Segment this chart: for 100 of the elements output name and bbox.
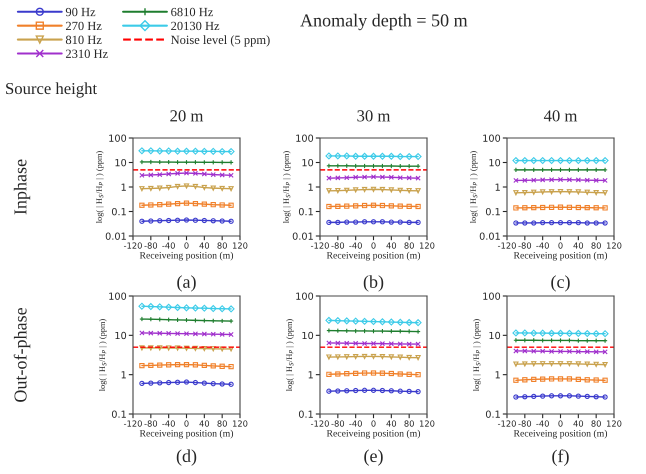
x-tick-label: -40 (349, 242, 362, 249)
text: (d) (176, 449, 196, 466)
x-tick-label: -80 (331, 242, 344, 249)
x-tick-label: -120 (498, 242, 516, 249)
x-axis-title: Receiveing position (m) (514, 252, 608, 261)
legend-label: 20130 Hz (171, 22, 220, 30)
text: (e) (364, 449, 383, 466)
y-tick-label: 0.1 (486, 208, 500, 216)
x-tick-label: 0 (371, 420, 376, 427)
y-axis-title: log( | H$_{S}$/H$_{P}$ | ) (ppm) (96, 151, 104, 224)
x-tick-label: 120 (420, 420, 434, 427)
legend-label: Noise level (5 ppm) (170, 35, 270, 47)
x-tick-label: 120 (232, 420, 248, 427)
x-tick-label: -120 (498, 420, 516, 427)
x-axis-title: Receiveing position (m) (514, 430, 608, 439)
y-tick-label: 100 (109, 292, 126, 300)
x-tick-label: -40 (162, 420, 175, 427)
x-tick-label: -80 (144, 242, 158, 249)
x-tick-label: -120 (310, 242, 329, 249)
x-tick-label: 0 (184, 420, 189, 427)
y-tick-label: 10 (302, 158, 314, 166)
y-tick-label: 1 (122, 371, 126, 378)
y-tick-label: 0.01 (292, 232, 313, 240)
y-axis-title: log( | H$_{S}$/H$_{P}$ | ) (ppm) (470, 151, 478, 224)
x-tick-label: -120 (310, 420, 329, 427)
x-tick-label: 40 (573, 242, 584, 249)
chart-title: 30 m (357, 110, 390, 122)
legend-label: 810 Hz (66, 36, 102, 44)
y-tick-label: 1 (308, 371, 313, 378)
x-tick-label: 120 (232, 242, 248, 249)
y-tick-label: 100 (483, 292, 500, 300)
x-tick-label: 40 (386, 420, 396, 427)
y-tick-label: 0.1 (112, 410, 126, 418)
x-tick-label: 120 (606, 420, 622, 427)
x-tick-label: 0 (558, 242, 563, 249)
x-tick-label: -40 (349, 420, 362, 427)
y-tick-label: 100 (296, 134, 314, 142)
x-tick-label: -40 (536, 242, 549, 249)
x-tick-label: 80 (591, 420, 601, 427)
y-axis-title: log( | H$_{S}$/H$_{P}$ | ) (ppm) (286, 319, 294, 392)
x-tick-label: 40 (199, 242, 210, 249)
x-tick-label: -80 (331, 420, 344, 427)
y-tick-label: 0.1 (486, 410, 500, 418)
source-note: Source height (6, 82, 98, 98)
y-tick-label: 0.1 (298, 410, 313, 418)
x-axis-title: Receiveing position (m) (326, 430, 420, 439)
legend-label: 90 Hz (66, 8, 96, 16)
y-tick-label: 10 (115, 158, 126, 166)
x-tick-label: -80 (144, 420, 158, 427)
text: (f) (552, 449, 569, 466)
x-tick-label: 80 (591, 242, 601, 249)
y-tick-label: 0.01 (106, 232, 126, 240)
y-tick-label: 1 (308, 184, 313, 191)
text: Anomaly depth = 50 m (300, 14, 468, 30)
y-tick-label: 10 (489, 158, 500, 166)
y-tick-label: 0.01 (480, 232, 500, 240)
text: (a) (177, 275, 196, 292)
x-tick-label: 80 (217, 242, 227, 249)
chart-title: 40 m (544, 110, 578, 122)
x-tick-label: 40 (386, 242, 396, 249)
x-tick-label: 0 (558, 420, 563, 427)
y-tick-label: 10 (302, 332, 314, 340)
text: Inphase (14, 160, 30, 214)
x-axis-title: Receiveing position (m) (140, 430, 234, 439)
y-tick-label: 10 (115, 332, 126, 340)
x-tick-label: 120 (606, 242, 622, 249)
x-tick-label: 80 (404, 420, 414, 427)
legend-label: 2310 Hz (66, 50, 108, 58)
x-axis-title: Receiveing position (m) (140, 252, 234, 261)
x-tick-label: 40 (199, 420, 210, 427)
text: Out-of-phase (14, 308, 30, 402)
x-tick-label: -120 (124, 242, 142, 249)
x-tick-label: 40 (573, 420, 584, 427)
y-tick-label: 0.1 (112, 208, 126, 216)
x-tick-label: -40 (162, 242, 175, 249)
text: (c) (551, 275, 570, 292)
x-tick-label: -80 (518, 420, 532, 427)
x-tick-label: -120 (124, 420, 142, 427)
x-tick-label: 120 (420, 242, 434, 249)
y-axis-title: log( | H$_{S}$/H$_{P}$ | ) (ppm) (473, 319, 481, 392)
y-tick-label: 1 (122, 184, 126, 191)
y-tick-label: 100 (109, 134, 126, 142)
y-tick-label: 1 (496, 371, 500, 378)
x-tick-label: 80 (217, 420, 227, 427)
legend-label: 6810 Hz (171, 8, 213, 16)
x-axis-title: Receiveing position (m) (326, 252, 420, 261)
text: (b) (364, 275, 384, 292)
y-tick-label: 100 (296, 292, 314, 300)
y-tick-label: 100 (483, 134, 500, 142)
x-tick-label: 0 (184, 242, 189, 249)
legend-label: 270 Hz (66, 22, 102, 30)
y-tick-label: 10 (489, 332, 500, 340)
chart-title: 20 m (170, 110, 204, 122)
y-tick-label: 0.1 (298, 208, 313, 216)
x-tick-label: 0 (371, 242, 376, 249)
y-axis-title: log( | H$_{S}$/H$_{P}$ | ) (ppm) (99, 319, 107, 392)
x-tick-label: -80 (518, 242, 532, 249)
x-tick-label: 80 (404, 242, 414, 249)
x-tick-label: -40 (536, 420, 549, 427)
y-tick-label: 1 (496, 184, 500, 191)
